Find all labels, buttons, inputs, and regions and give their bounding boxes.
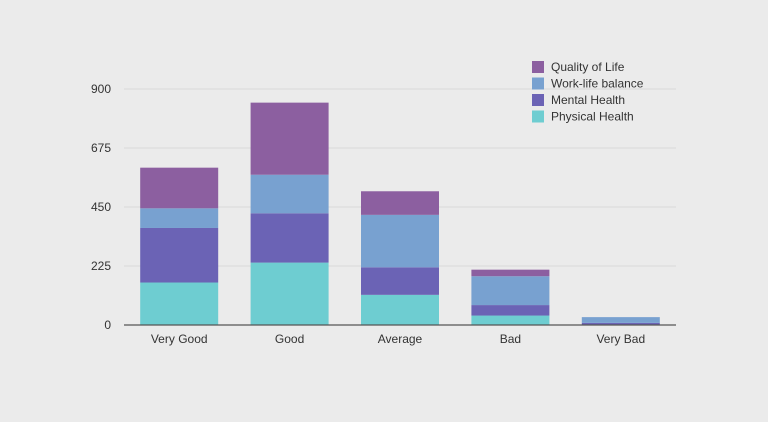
legend-swatch <box>532 77 544 90</box>
legend: Quality of Life Work-life balance Mental H… <box>532 60 644 124</box>
bar-segment-work-life-balance-good <box>250 174 329 214</box>
y-tick-label: 900 <box>91 82 111 96</box>
bar-segment-quality-of-life-bad <box>471 269 550 277</box>
bars <box>140 102 660 325</box>
bar-segment-work-life-balance-bad <box>471 276 550 306</box>
legend-label: Quality of Life <box>551 60 625 74</box>
bar-segment-physical-health-bad <box>471 315 550 325</box>
y-tick-label: 675 <box>91 141 111 155</box>
bar-segment-physical-health-very-good <box>140 282 219 325</box>
bar-segment-mental-health-bad <box>471 305 550 316</box>
y-axis-ticks: 0 225 450 675 900 <box>91 82 111 332</box>
y-tick-label: 450 <box>91 200 111 214</box>
bar-segment-physical-health-good <box>250 262 329 325</box>
bar-segment-physical-health-average <box>361 294 439 325</box>
bar-segment-quality-of-life-average <box>361 191 439 215</box>
legend-swatch <box>532 61 544 73</box>
x-category-label: Very Good <box>151 332 208 346</box>
bar-segment-mental-health-good <box>250 213 329 263</box>
x-category-label: Bad <box>500 332 521 346</box>
bar-segment-work-life-balance-very-good <box>140 208 219 228</box>
bar-segment-quality-of-life-good <box>250 102 329 175</box>
bar-segment-quality-of-life-very-good <box>140 167 219 209</box>
bar-segment-mental-health-average <box>361 267 439 295</box>
y-tick-label: 0 <box>104 318 111 332</box>
x-category-label: Very Bad <box>596 332 645 346</box>
legend-label: Work-life balance <box>551 77 644 91</box>
y-tick-label: 225 <box>91 259 111 273</box>
bar-segment-mental-health-very-good <box>140 227 219 283</box>
x-category-label: Average <box>378 332 423 346</box>
legend-label: Mental Health <box>551 93 625 107</box>
bar-segment-mental-health-very-bad <box>581 322 660 325</box>
x-axis-categories: Very Good Good Average Bad Very Bad <box>151 332 645 346</box>
x-category-label: Good <box>275 332 304 346</box>
bar-segment-work-life-balance-average <box>361 214 439 268</box>
bar-segment-work-life-balance-very-bad <box>581 317 660 323</box>
legend-swatch <box>532 110 544 123</box>
legend-label: Physical Health <box>551 110 634 124</box>
legend-swatch <box>532 94 544 106</box>
